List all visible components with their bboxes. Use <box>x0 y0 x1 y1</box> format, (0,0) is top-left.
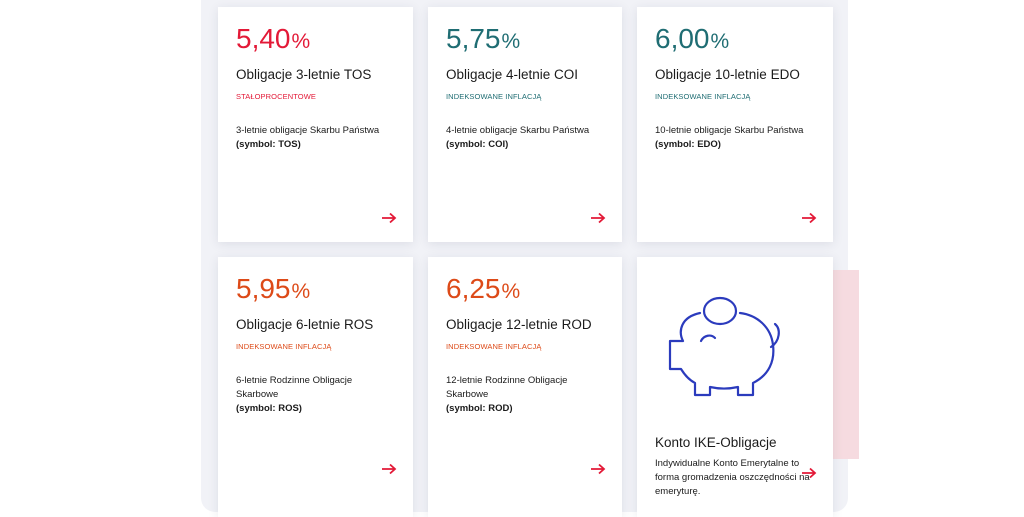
interest-rate: 6,25% <box>446 273 521 304</box>
interest-rate: 5,40% <box>236 23 311 54</box>
bond-description: 6-letnie Rodzinne Obligacje Skarbowe (sym… <box>236 374 356 416</box>
bond-symbol: (symbol: TOS) <box>236 139 301 150</box>
arrow-right-icon[interactable] <box>590 212 606 224</box>
arrow-right-icon[interactable] <box>801 212 817 224</box>
bond-title: Obligacje 4-letnie COI <box>446 67 579 82</box>
bond-card-ros[interactable]: 5,95% Obligacje 6-letnie ROS INDEKSOWANE… <box>218 257 413 517</box>
arrow-right-icon[interactable] <box>381 212 397 224</box>
bond-type-tag: INDEKSOWANE INFLACJĄ <box>655 92 751 101</box>
bond-title: Obligacje 3-letnie TOS <box>236 67 372 82</box>
bond-type-tag: INDEKSOWANE INFLACJĄ <box>446 342 542 351</box>
piggy-bank-icon <box>668 296 780 397</box>
bond-title: Obligacje 12-letnie ROD <box>446 317 592 332</box>
bond-description: 12-letnie Rodzinne Obligacje Skarbowe (sy… <box>446 374 576 416</box>
arrow-right-icon[interactable] <box>381 463 397 475</box>
bond-type-tag: INDEKSOWANE INFLACJĄ <box>236 342 332 351</box>
bond-card-rod[interactable]: 6,25% Obligacje 12-letnie ROD INDEKSOWAN… <box>428 257 622 517</box>
bond-description: 3-letnie obligacje Skarbu Państwa (symbol… <box>236 124 401 152</box>
bond-type-tag: STAŁOPROCENTOWE <box>236 92 316 101</box>
bond-type-tag: INDEKSOWANE INFLACJĄ <box>446 92 542 101</box>
bond-symbol: (symbol: COI) <box>446 139 509 150</box>
arrow-right-icon[interactable] <box>590 463 606 475</box>
bond-card-tos[interactable]: 5,40% Obligacje 3-letnie TOS STAŁOPROCEN… <box>218 7 413 242</box>
decorative-strip <box>833 270 859 459</box>
ike-title: Konto IKE-Obligacje <box>655 435 777 450</box>
bond-symbol: (symbol: ROS) <box>236 403 302 414</box>
bond-card-edo[interactable]: 6,00% Obligacje 10-letnie EDO INDEKSOWAN… <box>637 7 833 242</box>
bond-title: Obligacje 10-letnie EDO <box>655 67 800 82</box>
bond-description: 4-letnie obligacje Skarbu Państwa (symbol… <box>446 124 611 152</box>
bond-title: Obligacje 6-letnie ROS <box>236 317 374 332</box>
ike-description: Indywidualne Konto Emerytalne to forma g… <box>655 458 810 497</box>
bond-symbol: (symbol: EDO) <box>655 139 721 150</box>
bond-symbol: (symbol: ROD) <box>446 403 513 414</box>
bond-card-coi[interactable]: 5,75% Obligacje 4-letnie COI INDEKSOWANE… <box>428 7 622 242</box>
interest-rate: 5,75% <box>446 23 521 54</box>
bond-description: 10-letnie obligacje Skarbu Państwa (symbo… <box>655 124 820 152</box>
interest-rate: 6,00% <box>655 23 730 54</box>
arrow-right-icon[interactable] <box>801 467 817 479</box>
ike-card[interactable]: Konto IKE-Obligacje Indywidualne Konto E… <box>637 257 833 517</box>
interest-rate: 5,95% <box>236 273 311 304</box>
